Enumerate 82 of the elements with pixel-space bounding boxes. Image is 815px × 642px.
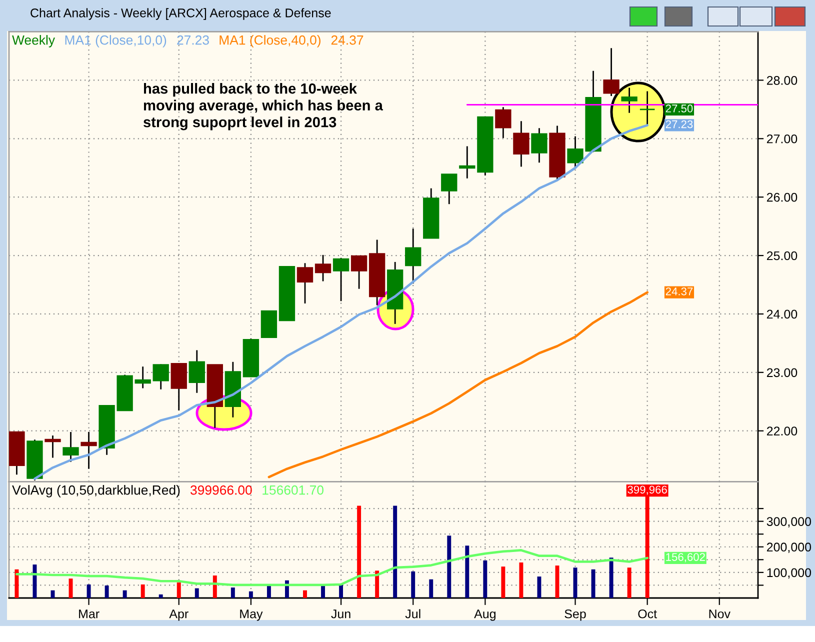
candlestick	[134, 366, 151, 389]
candlestick	[188, 350, 205, 394]
bar	[68, 578, 73, 598]
candlestick	[621, 87, 638, 114]
annotation: 399966.00	[190, 485, 252, 495]
bar	[176, 582, 181, 598]
line-series	[268, 291, 649, 478]
data-label: 24.37	[666, 287, 693, 296]
bar	[14, 569, 19, 598]
annotation: 24.37	[331, 35, 364, 45]
x-tick-label: Sep	[564, 609, 586, 621]
y-tick-label: 22.00	[766, 426, 798, 436]
bar	[537, 576, 542, 598]
candlestick	[62, 431, 79, 463]
bar	[627, 568, 632, 598]
bar	[158, 594, 163, 598]
candlestick	[495, 106, 512, 139]
y-tick-label: 24.00	[766, 310, 798, 319]
candlestick	[44, 434, 61, 458]
x-tick-label: Jun	[331, 610, 350, 618]
x-tick-label: Nov	[709, 610, 730, 618]
chart-subtitle: Weekly	[12, 35, 55, 48]
bar	[140, 584, 145, 598]
data-label: 399,966	[628, 486, 667, 495]
bar	[194, 588, 199, 598]
y-tick-label: 28.00	[766, 76, 798, 85]
y-tick-label: 300,000	[766, 517, 812, 528]
bar	[519, 562, 524, 598]
bar	[465, 546, 470, 598]
y-tick-label: 200,000	[766, 542, 812, 554]
candlestick	[296, 262, 314, 304]
annotation: 156601.70	[262, 485, 324, 495]
bar	[104, 585, 109, 598]
x-tick-label: Aug	[474, 610, 496, 621]
text: MA1 (Close,40,0)	[220, 35, 320, 48]
bar	[429, 579, 434, 598]
bar	[591, 569, 596, 598]
x-tick-label: May	[240, 610, 263, 621]
data-label: 27.23	[666, 120, 693, 128]
bar	[248, 591, 253, 598]
y-tick-label: 100,000	[767, 568, 812, 579]
bar	[357, 506, 362, 598]
bar	[122, 590, 127, 598]
candlestick	[332, 257, 350, 302]
candlestick	[350, 255, 368, 290]
chart-subtitle: VolAvg (10,50,darkblue,Red)	[12, 485, 180, 498]
candlestick	[459, 146, 476, 180]
annotation: 27.23	[177, 35, 209, 45]
candlestick	[639, 90, 656, 126]
bar	[230, 588, 235, 598]
text: MA1 (Close,10,0)	[65, 35, 166, 48]
bar	[303, 590, 307, 598]
candlestick	[441, 174, 458, 205]
y-tick-label: 27.00	[766, 134, 798, 144]
bar	[501, 566, 506, 598]
candlestick	[314, 254, 332, 282]
candlestick	[152, 364, 169, 390]
bar	[339, 584, 344, 598]
x-tick-label: Jul	[405, 609, 420, 618]
data-label: 156,602	[666, 553, 705, 562]
y-tick-label: 23.00	[766, 368, 798, 378]
bar	[86, 584, 91, 598]
annotation: has pulled back to the 10-week moving average, which has been a strong supoprt level in 2013	[144, 83, 383, 130]
candlestick	[513, 120, 530, 168]
bar	[375, 570, 380, 598]
x-tick-label: Apr	[169, 610, 188, 621]
bar	[483, 560, 488, 598]
candlestick	[405, 228, 422, 284]
candlestick	[531, 127, 548, 164]
line-series	[16, 549, 649, 586]
bar	[609, 558, 614, 598]
x-tick-label: Mar	[79, 610, 100, 618]
y-tick-label: 26.00	[766, 192, 798, 202]
y-tick-label: 25.00	[766, 251, 798, 260]
bar	[447, 536, 452, 598]
chart-title: Chart Analysis - Weekly [ARCX] Aerospace & Defense	[30, 8, 331, 20]
bar	[321, 585, 325, 598]
text: 27.50	[666, 104, 693, 112]
candlestick	[80, 431, 97, 470]
x-tick-label: Oct	[638, 609, 657, 618]
bar	[393, 506, 398, 598]
bar	[411, 571, 416, 598]
